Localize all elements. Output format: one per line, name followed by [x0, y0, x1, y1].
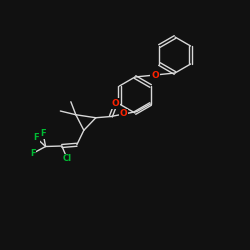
Text: O: O: [112, 99, 120, 108]
Text: O: O: [151, 70, 159, 80]
Text: Cl: Cl: [63, 154, 72, 164]
Text: F: F: [33, 133, 39, 142]
Text: F: F: [30, 149, 36, 158]
Text: O: O: [120, 110, 128, 118]
Text: F: F: [40, 129, 46, 138]
